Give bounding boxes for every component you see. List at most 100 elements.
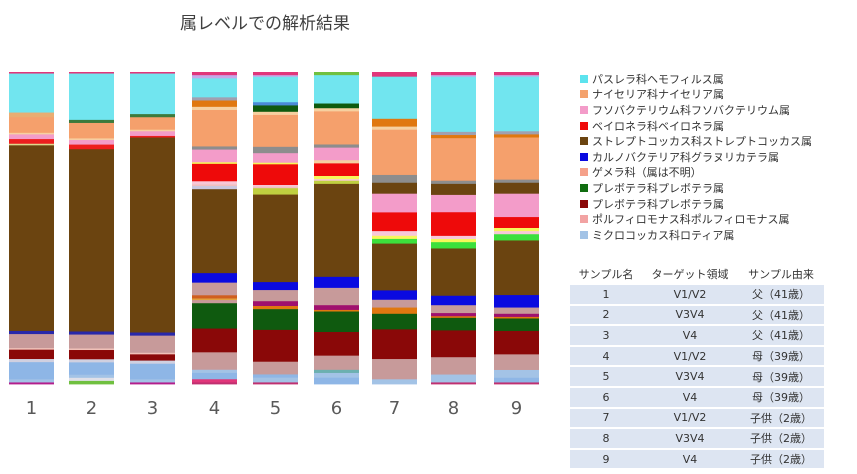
bar-7-segment-11 [372,235,417,240]
table-row: 4 V1/V2 母（39歳） [570,346,824,366]
bar-1-segment-17 [9,382,54,385]
bar-6-segment-22 [314,369,359,374]
cell-target-region: V3V4 [642,367,738,386]
bar-9-segment-8 [494,182,539,195]
bar-4-segment-24 [192,369,237,374]
legend-label: ナイセリア科ナイセリア属 [592,88,724,102]
bar-5-segment-23 [253,374,298,379]
bar-5-segment-16 [253,282,298,291]
bar-6-segment-20 [314,332,359,357]
bar-4-segment-9 [192,149,237,163]
bar-4-segment-10 [192,162,237,165]
legend-item: ストレプトコッカス科ストレプトコッカス属 [580,133,812,149]
table-row: 3 V4 父（41歳） [570,326,824,345]
cell-target-region: V3V4 [642,429,738,448]
bar-9-segment-19 [494,318,539,332]
legend-item: プレボテラ科プレボテラ属 [580,180,812,196]
bar-3-segment-3 [130,114,175,118]
bar-9-segment-10 [494,217,539,229]
bar-3-segment-11 [130,352,175,355]
legend-item: ミクロコッカス科ロティア属 [580,227,812,243]
x-tick-label: 6 [331,398,342,419]
bar-6-segment-3 [314,103,359,109]
bar-4-segment-13 [192,184,237,187]
x-tick-label: 3 [147,398,158,419]
bar-4-segment-21 [192,303,237,329]
cell-sample-origin: 母（39歳） [738,387,824,407]
bar-2-segment-3 [69,119,114,124]
bar-9-segment-5 [494,134,539,138]
bar-5-segment-11 [253,164,298,186]
bar-5-segment-10 [253,162,298,165]
table-header-row: サンプル名 ターゲット領域 サンプル由来 [570,265,824,283]
cell-sample-origin: 子供（2歳） [738,408,824,428]
bar-8-segment-22 [431,374,476,383]
bar-2-segment-15 [69,374,114,379]
bar-9-segment-24 [494,382,539,385]
bar-4-segment-23 [192,352,237,371]
cell-sample-origin: 父（41歳） [738,285,824,304]
bar-4-segment-15 [192,189,237,274]
table-row: 1 V1/V2 父（41歳） [570,285,824,304]
bar-9-segment-15 [494,295,539,308]
bar-7-segment-2 [372,76,417,120]
legend-item: カルノバクテリア科グラヌリカテラ属 [580,149,812,165]
bar-2-segment-6 [69,139,114,145]
bar-1-segment-11 [9,334,54,349]
cell-target-region: V1/V2 [642,285,738,304]
legend-label: プレボテラ科プレボテラ属 [592,181,724,195]
table-row: 6 V4 母（39歳） [570,387,824,407]
legend-swatch [580,152,588,161]
bar-2-segment-12 [69,350,114,360]
bar-4-segment-12 [192,181,237,185]
bar-8-segment-20 [431,330,476,358]
bar-1-segment-8 [9,143,54,146]
legend-item: ナイセリア科ナイセリア属 [580,87,812,103]
legend-label: パスレラ科ヘモフィルス属 [592,72,724,86]
bar-5-segment-24 [253,377,298,383]
cell-sample-name: 7 [570,408,642,428]
cell-target-region: V4 [642,387,738,407]
cell-sample-origin: 父（41歳） [738,326,824,345]
cell-sample-origin: 父（41歳） [738,305,824,325]
bar-8-segment-8 [431,183,476,196]
bar-6-segment-12 [314,180,359,185]
bar-5-segment-4 [253,102,298,106]
bar-3-segment-10 [130,335,175,354]
bar-5-segment-17 [253,290,298,302]
table-row: 9 V4 子供（2歳） [570,449,824,469]
cell-sample-name: 1 [570,285,642,304]
legend-item: ポルフィロモナス科ポルフィロモナス属 [580,211,812,227]
bar-9-segment-21 [494,354,539,371]
x-tick-label: 7 [389,398,400,419]
bar-6-segment-8 [314,160,359,164]
bar-7-segment-7 [372,182,417,195]
bar-1-segment-1 [9,72,54,74]
bar-5-segment-9 [253,153,298,164]
bar-4-segment-18 [192,295,237,299]
bar-8-segment-18 [431,316,476,319]
bar-2-segment-11 [69,348,114,351]
bar-3-segment-8 [130,137,175,333]
x-tick-label: 4 [209,398,220,419]
bar-8-segment-7 [431,180,476,185]
bar-5-segment-25 [253,382,298,385]
bar-4-segment-4 [192,97,237,101]
bar-7-segment-15 [372,299,417,308]
bar-4-segment-3 [192,78,237,98]
bar-1-segment-9 [9,145,54,332]
bar-7-segment-17 [372,313,417,330]
bar-3-segment-7 [130,135,175,138]
bar-1-segment-4 [9,117,54,134]
bar-5-segment-18 [253,301,298,307]
cell-sample-origin: 母（39歳） [738,346,824,366]
bar-3-segment-14 [130,363,175,380]
bar-8-segment-15 [431,295,476,306]
legend-label: ストレプトコッカス科ストレプトコッカス属 [592,135,812,149]
bar-5-segment-19 [253,306,298,310]
bar-2-segment-9 [69,331,114,335]
legend-swatch [580,215,588,224]
legend-swatch [580,199,588,208]
legend-swatch [580,121,588,130]
legend-swatch [580,230,588,239]
